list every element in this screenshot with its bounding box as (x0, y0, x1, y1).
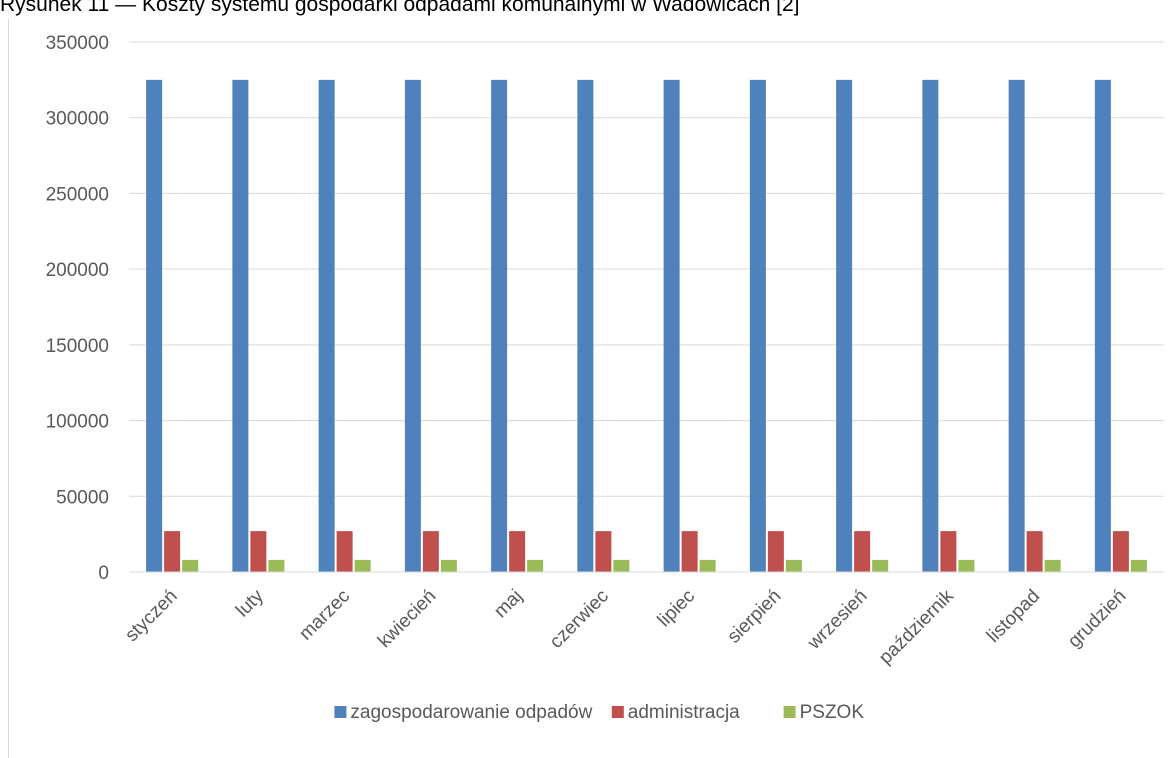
y-tick-label: 200000 (46, 260, 109, 281)
legend-swatch (334, 706, 347, 718)
bar-zagospodarowanie-odpadów (1008, 79, 1025, 572)
x-tick-label: kwiecień (374, 586, 440, 652)
bar-administracja (595, 531, 612, 572)
x-tick-label: grudzień (1064, 586, 1130, 652)
bar-chart: 0 50000 100000 150000 200000 250000 300000 3500… (46, 33, 1164, 723)
bar-zagospodarowanie-odpadów (491, 79, 508, 572)
bar-pszok (958, 559, 975, 572)
axes: 0 50000 100000 150000 200000 250000 300000 3500… (46, 33, 1164, 668)
bar-zagospodarowanie-odpadów (232, 79, 249, 572)
bar-administracja (422, 531, 439, 572)
legend-label: administracja (628, 702, 740, 723)
bar-pszok (785, 559, 802, 572)
bar-zagospodarowanie-odpadów (404, 79, 421, 572)
legend-label: zagospodarowanie odpadów (350, 702, 592, 723)
bar-zagospodarowanie-odpadów (922, 79, 939, 572)
x-tick-label: styczeń (121, 586, 181, 646)
bar-administracja (250, 531, 267, 572)
y-tick-label: 300000 (46, 109, 109, 130)
bar-zagospodarowanie-odpadów (663, 79, 680, 572)
y-tick-label: 250000 (46, 184, 109, 205)
legend: zagospodarowanie odpadów administracja PSZ… (334, 702, 864, 723)
y-tick-label: 350000 (46, 33, 109, 54)
bar-pszok (440, 559, 457, 572)
x-tick-label: lipiec (654, 586, 699, 631)
x-tick-label: czerwiec (546, 586, 613, 653)
y-tick-label: 50000 (56, 487, 109, 508)
x-tick-label: luty (232, 585, 268, 621)
figure-caption: Rysunek 11 — Koszty systemu gospodarki o… (0, 0, 800, 16)
x-tick-label: marzec (295, 586, 354, 645)
bar-administracja (336, 531, 353, 572)
bar-administracja (164, 531, 181, 572)
gridlines (129, 41, 1164, 497)
bar-zagospodarowanie-odpadów (146, 79, 163, 572)
x-tick-label: wrzesień (803, 586, 872, 655)
bar-pszok (1130, 559, 1147, 572)
bar-pszok (268, 559, 285, 572)
bar-administracja (1112, 531, 1129, 572)
legend-swatch (611, 706, 624, 718)
y-tick-label: 0 (98, 563, 109, 584)
bar-pszok (872, 559, 889, 572)
bar-pszok (354, 559, 371, 572)
bar-pszok (699, 559, 716, 572)
bar-administracja (854, 531, 871, 572)
x-tick-label: maj (490, 586, 527, 623)
bar-pszok (613, 559, 630, 572)
x-tick-label: październik (875, 585, 958, 668)
bar-pszok (182, 559, 199, 572)
bar-administracja (509, 531, 526, 572)
bar-pszok (1044, 559, 1061, 572)
bar-pszok (527, 559, 544, 572)
bar-zagospodarowanie-odpadów (836, 79, 853, 572)
bar-administracja (767, 531, 784, 572)
bar-zagospodarowanie-odpadów (318, 79, 335, 572)
y-tick-label: 100000 (46, 412, 109, 433)
bars (146, 79, 1147, 572)
bar-administracja (940, 531, 957, 572)
bar-zagospodarowanie-odpadów (749, 79, 766, 572)
x-tick-label: sierpień (724, 586, 786, 648)
bar-zagospodarowanie-odpadów (577, 79, 594, 572)
legend-swatch (783, 706, 796, 718)
legend-label: PSZOK (800, 702, 865, 723)
bar-zagospodarowanie-odpadów (1094, 79, 1111, 572)
y-tick-label: 150000 (46, 336, 109, 357)
bar-administracja (681, 531, 698, 572)
bar-administracja (1026, 531, 1043, 572)
x-tick-label: listopad (983, 586, 1044, 647)
chart-area: 0 50000 100000 150000 200000 250000 300000 3500… (8, 19, 1173, 758)
